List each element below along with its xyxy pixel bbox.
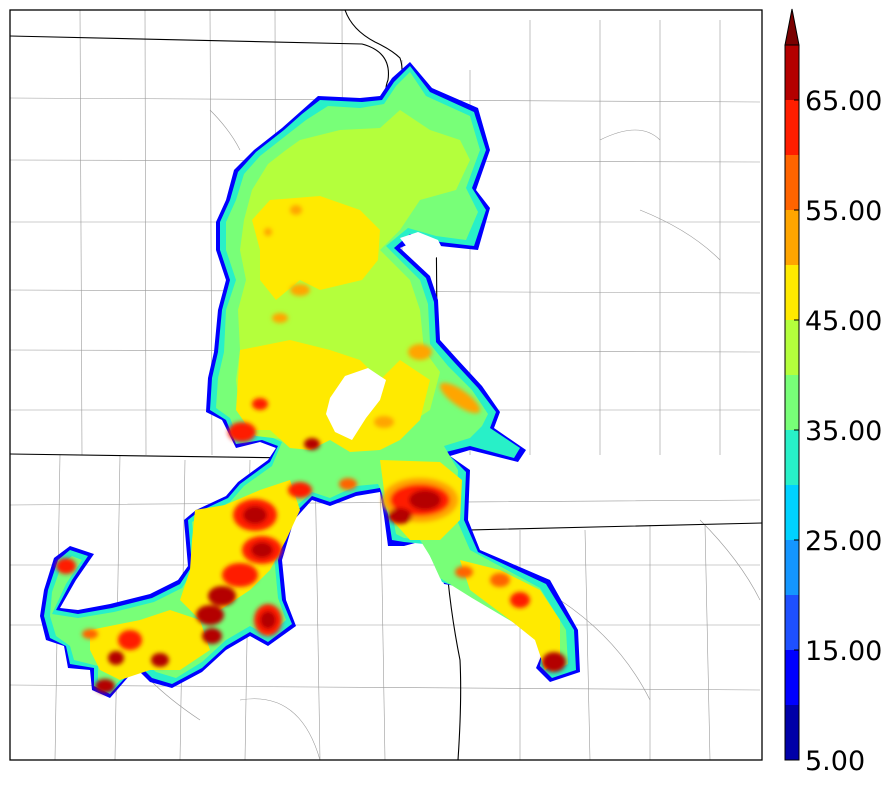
colorbar-segment xyxy=(785,650,799,705)
colorbar-extend-arrow xyxy=(784,8,800,46)
colorbar-tick-label: 25.00 xyxy=(805,526,882,557)
map-frame xyxy=(9,9,763,761)
colorbar-segment xyxy=(785,320,799,375)
colorbar-segment xyxy=(785,265,799,320)
field-hole-2 xyxy=(400,232,444,262)
field-yellow-6 xyxy=(460,560,560,670)
colorbar-tick-label: 5.00 xyxy=(805,746,865,777)
field-hole xyxy=(326,368,386,440)
colorbar-segment xyxy=(785,430,799,485)
colorbar-tick-label: 45.00 xyxy=(805,306,882,337)
colorbar-segment xyxy=(785,705,799,760)
colorbar-segment xyxy=(785,45,799,100)
colorbar-segment xyxy=(785,155,799,210)
intense-cells xyxy=(56,205,566,693)
field-yellow-core xyxy=(252,196,380,300)
colorbar: 5.00 15.00 25.00 35.00 45.00 55.00 65.00 xyxy=(784,8,882,777)
colorbar-segment xyxy=(785,210,799,265)
colorbar-segment xyxy=(785,100,799,155)
colorbar-tick-label: 65.00 xyxy=(805,86,882,117)
colorbar-segment xyxy=(785,540,799,595)
colorbar-tick-label: 35.00 xyxy=(805,416,882,447)
colorbar-outline xyxy=(784,44,800,761)
map-contents xyxy=(10,10,762,760)
contour-field xyxy=(40,62,580,698)
colorbar-segment xyxy=(785,375,799,430)
colorbar-tick-label: 55.00 xyxy=(805,196,882,227)
colorbar-tick-label: 15.00 xyxy=(805,636,882,667)
colorbar-segment xyxy=(785,485,799,540)
colorbar-segment xyxy=(785,595,799,650)
